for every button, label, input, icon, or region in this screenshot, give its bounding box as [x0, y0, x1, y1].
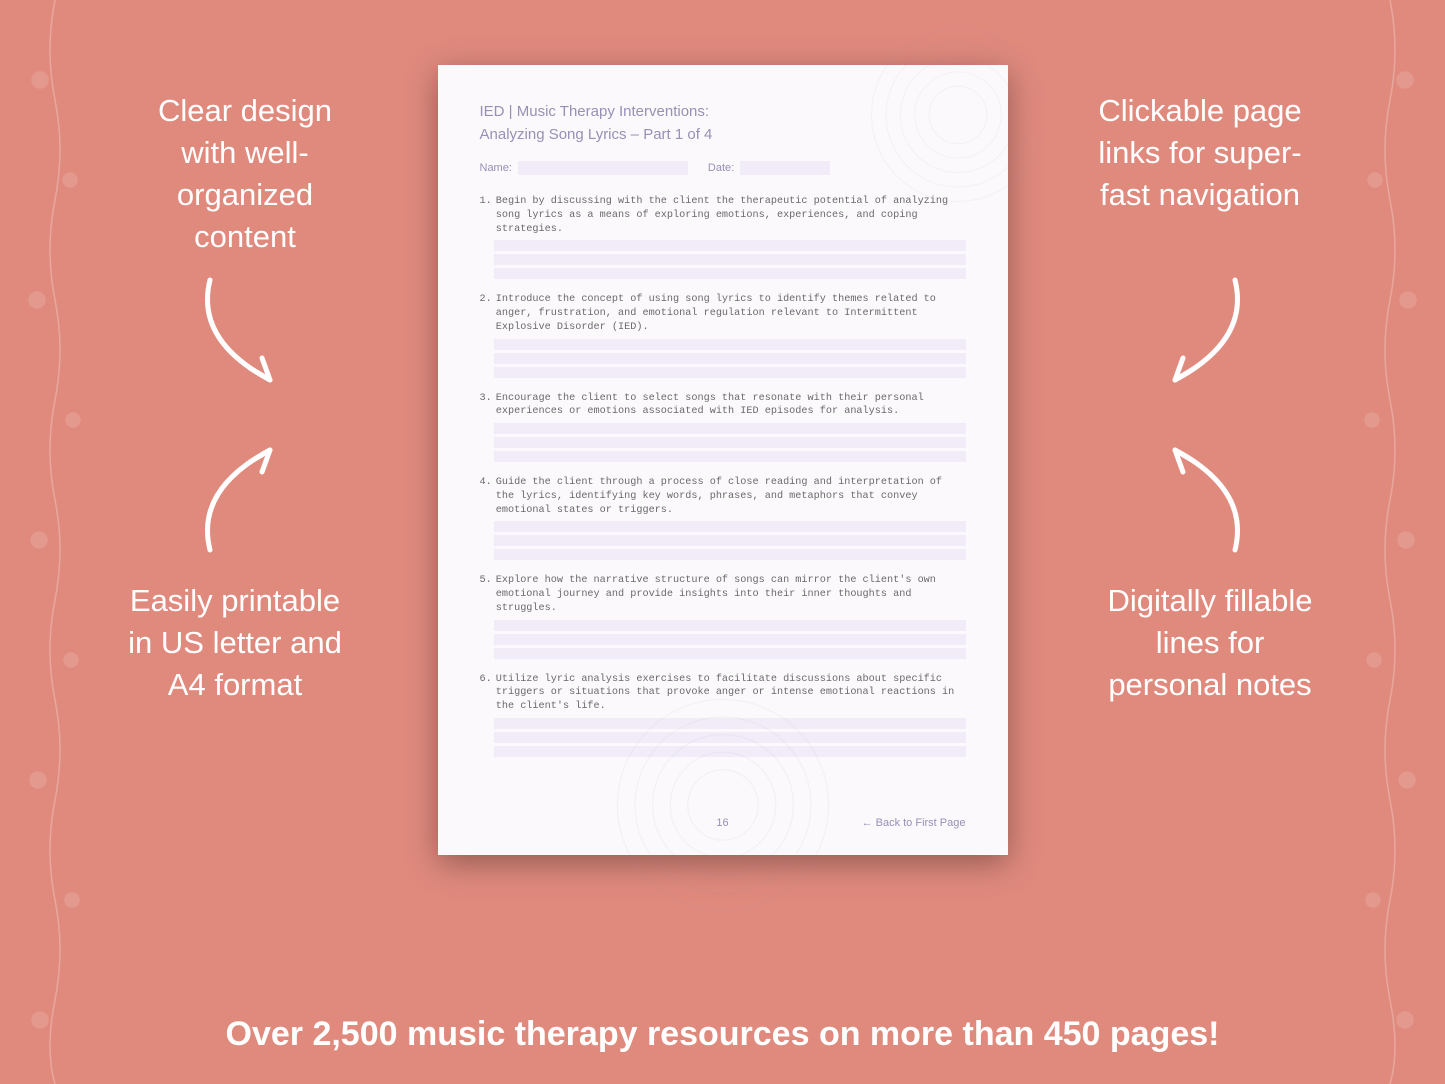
- callout-bottom-right: Digitally fillable lines for personal no…: [1095, 580, 1325, 706]
- item-text: Guide the client through a process of cl…: [496, 476, 966, 517]
- arrow-top-right: [1125, 270, 1255, 400]
- item-fill-lines: [494, 521, 966, 560]
- page-footer: 16 ← Back to First Page: [480, 817, 966, 829]
- fill-line[interactable]: [494, 648, 966, 659]
- fill-line[interactable]: [494, 240, 966, 251]
- arrow-bottom-left: [190, 430, 320, 560]
- item-fill-lines: [494, 718, 966, 757]
- arrow-top-left: [190, 270, 320, 400]
- bottom-banner: Over 2,500 music therapy resources on mo…: [0, 1015, 1445, 1054]
- callout-top-right: Clickable page links for super-fast navi…: [1085, 90, 1315, 216]
- item-number: 5.: [480, 574, 492, 615]
- callout-top-left: Clear design with well-organized content: [130, 90, 360, 257]
- fill-line[interactable]: [494, 521, 966, 532]
- item-fill-lines: [494, 620, 966, 659]
- item-text: Begin by discussing with the client the …: [496, 195, 966, 236]
- fill-line[interactable]: [494, 254, 966, 265]
- worksheet-item: 3.Encourage the client to select songs t…: [480, 392, 966, 463]
- worksheet-item: 6.Utilize lyric analysis exercises to fa…: [480, 673, 966, 757]
- callout-bottom-left: Easily printable in US letter and A4 for…: [120, 580, 350, 706]
- fill-line[interactable]: [494, 746, 966, 757]
- fill-line[interactable]: [494, 423, 966, 434]
- date-input[interactable]: [740, 161, 830, 175]
- floral-border-left: [15, 0, 95, 1084]
- worksheet-item: 1.Begin by discussing with the client th…: [480, 195, 966, 279]
- fill-line[interactable]: [494, 634, 966, 645]
- fill-line[interactable]: [494, 451, 966, 462]
- fill-line[interactable]: [494, 549, 966, 560]
- item-number: 6.: [480, 673, 492, 714]
- item-fill-lines: [494, 240, 966, 279]
- item-text: Introduce the concept of using song lyri…: [496, 293, 966, 334]
- fill-line[interactable]: [494, 437, 966, 448]
- item-fill-lines: [494, 423, 966, 462]
- item-number: 3.: [480, 392, 492, 420]
- worksheet-item: 2.Introduce the concept of using song ly…: [480, 293, 966, 377]
- fill-line[interactable]: [494, 620, 966, 631]
- name-input[interactable]: [518, 161, 688, 175]
- fill-line[interactable]: [494, 353, 966, 364]
- item-text: Explore how the narrative structure of s…: [496, 574, 966, 615]
- worksheet-item: 4.Guide the client through a process of …: [480, 476, 966, 560]
- page-title-line2: Analyzing Song Lyrics – Part 1 of 4: [480, 126, 966, 143]
- fill-line[interactable]: [494, 339, 966, 350]
- worksheet-page: IED | Music Therapy Interventions: Analy…: [438, 65, 1008, 855]
- item-text: Utilize lyric analysis exercises to faci…: [496, 673, 966, 714]
- item-number: 4.: [480, 476, 492, 517]
- item-number: 2.: [480, 293, 492, 334]
- back-to-first-link[interactable]: ← Back to First Page: [862, 817, 966, 829]
- worksheet-item: 5.Explore how the narrative structure of…: [480, 574, 966, 658]
- fill-line[interactable]: [494, 535, 966, 546]
- item-fill-lines: [494, 339, 966, 378]
- fill-line[interactable]: [494, 367, 966, 378]
- page-number: 16: [716, 817, 728, 829]
- page-title-line1: IED | Music Therapy Interventions:: [480, 103, 966, 120]
- item-number: 1.: [480, 195, 492, 236]
- name-field: Name:: [480, 161, 688, 175]
- arrow-bottom-right: [1125, 430, 1255, 560]
- item-text: Encourage the client to select songs tha…: [496, 392, 966, 420]
- name-date-row: Name: Date:: [480, 161, 966, 175]
- name-label: Name:: [480, 162, 512, 174]
- floral-border-right: [1350, 0, 1430, 1084]
- date-field: Date:: [708, 161, 830, 175]
- fill-line[interactable]: [494, 718, 966, 729]
- items-list: 1.Begin by discussing with the client th…: [480, 195, 966, 757]
- fill-line[interactable]: [494, 732, 966, 743]
- fill-line[interactable]: [494, 268, 966, 279]
- date-label: Date:: [708, 162, 734, 174]
